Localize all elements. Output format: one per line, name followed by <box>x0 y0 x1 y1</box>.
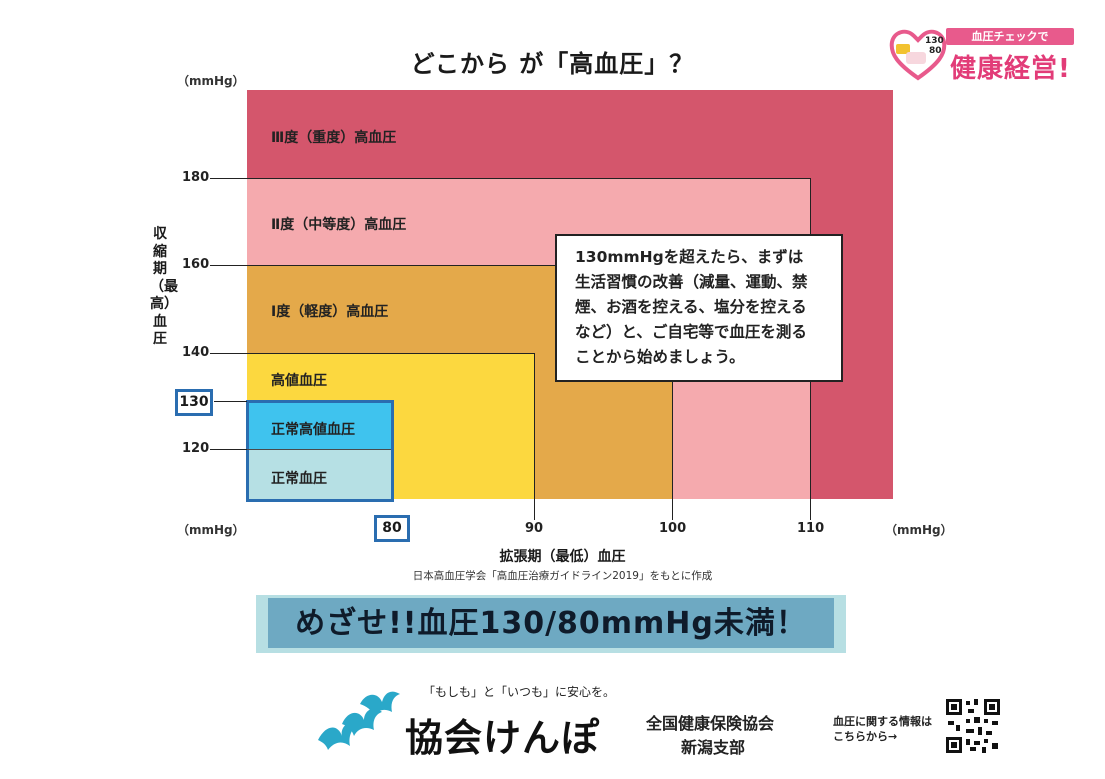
y-tick-160: 160 <box>182 257 210 272</box>
divider-120 <box>247 449 391 450</box>
y-tick-130-highlight: 130 <box>175 389 213 416</box>
qr-code-icon[interactable] <box>944 697 1002 755</box>
goal-banner-text: めざせ!!血圧130/80mmHg未満！ <box>268 598 834 648</box>
source-note: 日本高血圧学会「高血圧治療ガイドライン2019」をもとに作成 <box>412 570 713 582</box>
org-name: 全国健康保険協会 <box>646 714 775 733</box>
x-axis-label: 拡張期（最低）血圧 <box>499 549 626 565</box>
y-axis-label: 収縮期（最高）血圧 <box>150 226 178 347</box>
y-unit-label: （mmHg） <box>177 74 245 88</box>
zone-label-high-normal: 高値血圧 <box>271 373 327 389</box>
qr-caption: 血圧に関する情報は こちらから→ <box>833 714 932 744</box>
x-tick-80-highlight: 80 <box>374 515 410 542</box>
heart-logo-icon <box>888 26 948 82</box>
guide-line-120 <box>210 449 247 450</box>
advice-line: 130mmHgを超えたら、まずは <box>575 248 804 266</box>
advice-line: 煙、お酒を控える、塩分を控える <box>575 298 807 316</box>
goal-banner: めざせ!!血圧130/80mmHg未満！ <box>256 595 846 653</box>
brand-tagline: 「もしも」と「いつも」に安心を。 <box>423 685 616 699</box>
guide-line-90 <box>534 353 535 520</box>
badge-headline: 健康経営! <box>950 54 1071 84</box>
guide-line-180 <box>210 178 810 179</box>
x-tick-90: 90 <box>525 521 544 536</box>
zone-label-elevated-normal: 正常高値血圧 <box>271 422 355 438</box>
target-zone-outline <box>246 400 394 502</box>
brand-name: 協会けんぽ <box>405 716 601 760</box>
badge-ribbon: 血圧チェックで <box>946 28 1074 45</box>
guide-line-100 <box>672 382 673 520</box>
zone-elevated-normal <box>247 401 391 449</box>
zone-label-grade1: Ⅰ度（軽度）高血圧 <box>271 304 389 320</box>
advice-note: 130mmHgを超えたら、まずは 生活習慣の改善（減量、運動、禁 煙、お酒を控え… <box>555 234 843 382</box>
swallow-logo-icon <box>312 684 402 756</box>
qr-caption-line: 血圧に関する情報は <box>833 715 932 728</box>
qr-caption-line: こちらから→ <box>833 730 898 743</box>
guide-line-140 <box>210 353 534 354</box>
page-title: どこから が「高血圧」？ <box>410 50 695 78</box>
advice-line: 生活習慣の改善（減量、運動、禁 <box>575 273 808 291</box>
x-unit-label-left: （mmHg） <box>177 523 245 537</box>
advice-line: など）と、ご自宅等で血圧を測る <box>575 323 807 341</box>
x-unit-label-right: （mmHg） <box>885 523 953 537</box>
badge-number-bottom: 80 <box>929 46 942 56</box>
zone-label-normal: 正常血圧 <box>271 471 327 487</box>
x-tick-110: 110 <box>797 521 825 536</box>
zone-label-grade3: Ⅲ度（重度）高血圧 <box>271 130 397 146</box>
org-branch: 新潟支部 <box>681 738 746 757</box>
guide-line-130 <box>214 401 247 402</box>
y-tick-180: 180 <box>182 170 210 185</box>
zone-label-grade2: Ⅱ度（中等度）高血圧 <box>271 217 407 233</box>
guide-line-160 <box>210 265 555 266</box>
badge-number-top: 130 <box>925 36 944 46</box>
y-tick-140: 140 <box>182 345 210 360</box>
zone-normal <box>247 449 391 499</box>
y-tick-120: 120 <box>182 441 210 456</box>
x-tick-100: 100 <box>659 521 687 536</box>
advice-line: ことから始めましょう。 <box>575 348 745 366</box>
